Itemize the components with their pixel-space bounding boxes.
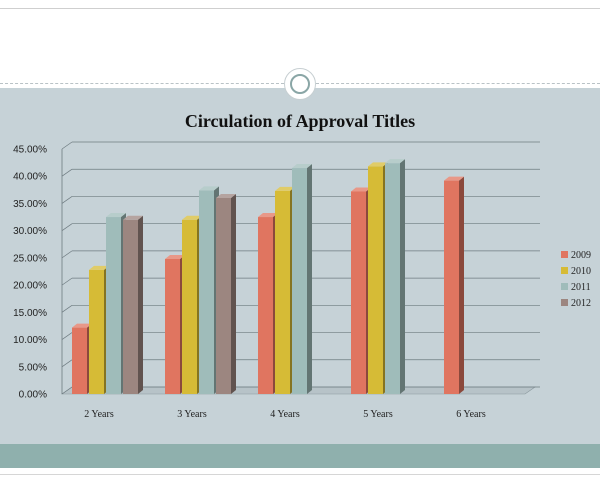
bar-front — [182, 219, 197, 394]
bar-front — [351, 191, 366, 394]
legend-swatch — [561, 251, 568, 258]
x-category-label: 2 Years — [84, 409, 114, 420]
x-category-label: 5 Years — [363, 409, 393, 420]
bar-front — [199, 190, 214, 394]
bar-front — [89, 269, 104, 394]
x-category-label: 4 Years — [270, 409, 300, 420]
gridline-side — [61, 168, 73, 177]
bar-side — [231, 194, 236, 394]
legend-swatch — [561, 283, 568, 290]
bar-top — [123, 215, 143, 220]
bar-front — [275, 190, 290, 394]
x-category-label: 3 Years — [177, 409, 207, 420]
gridline-side — [61, 223, 73, 231]
bar-front — [385, 163, 400, 394]
x-category-label: 6 Years — [456, 409, 486, 420]
bar-top — [89, 265, 109, 270]
y-tick-label: 0.00% — [19, 390, 47, 401]
footer-band — [0, 444, 600, 468]
bar-front — [258, 217, 273, 394]
y-tick-label: 35.00% — [13, 199, 47, 210]
bar-top — [165, 254, 185, 259]
bar-top — [216, 194, 236, 198]
bar-front — [165, 258, 180, 394]
bar-top — [444, 176, 464, 181]
bar-front — [72, 327, 87, 394]
bar-top — [351, 187, 371, 192]
gridline-side — [61, 305, 73, 313]
y-tick-label: 10.00% — [13, 335, 47, 346]
y-tick-label: 5.00% — [19, 362, 47, 373]
dashed-divider-left — [0, 83, 284, 84]
y-tick-label: 40.00% — [13, 172, 47, 183]
legend-swatch — [561, 299, 568, 306]
y-tick-label: 25.00% — [13, 253, 47, 264]
bar-front — [444, 180, 459, 394]
bar-side — [459, 176, 464, 394]
bar-top — [385, 159, 405, 164]
bar — [216, 194, 236, 394]
bar — [123, 215, 143, 394]
y-tick-label: 30.00% — [13, 226, 47, 237]
bar-front — [106, 217, 121, 394]
bar — [385, 159, 405, 394]
bar-front — [292, 168, 307, 394]
bar-top — [199, 186, 219, 191]
bar-front — [216, 198, 231, 394]
gridline-side — [61, 332, 73, 340]
bar-top — [72, 323, 92, 328]
bar-side — [307, 164, 312, 394]
gridline-side — [61, 196, 73, 204]
bar-top — [368, 162, 388, 167]
chart-title: Circulation of Approval Titles — [184, 111, 416, 131]
bar-side — [138, 215, 143, 394]
bar-front — [123, 219, 138, 394]
gridline-side — [61, 250, 73, 259]
legend-label: 2011 — [571, 282, 591, 293]
circle-ornament-icon — [284, 68, 316, 100]
bar-top — [275, 186, 295, 191]
legend-label: 2010 — [571, 266, 591, 277]
y-tick-label: 45.00% — [13, 145, 47, 156]
bar-front — [368, 166, 383, 394]
top-rule — [0, 8, 600, 9]
y-tick-label: 15.00% — [13, 308, 47, 319]
bar-side — [400, 159, 405, 394]
gridline-side — [61, 386, 73, 395]
legend-label: 2009 — [571, 250, 591, 261]
circle-ornament-inner — [290, 74, 310, 94]
bar-top — [106, 213, 126, 218]
bar-top — [258, 213, 278, 218]
gridline-side — [61, 141, 73, 150]
gridline-side — [61, 359, 73, 368]
legend-label: 2012 — [571, 298, 591, 309]
legend-swatch — [561, 267, 568, 274]
y-tick-label: 20.00% — [13, 281, 47, 292]
bar — [292, 164, 312, 394]
dashed-divider-right — [316, 83, 600, 84]
gridline-side — [61, 277, 73, 286]
bar-top — [182, 215, 202, 220]
bottom-rule — [0, 474, 600, 475]
bar-top — [292, 164, 312, 169]
bar — [444, 176, 464, 394]
